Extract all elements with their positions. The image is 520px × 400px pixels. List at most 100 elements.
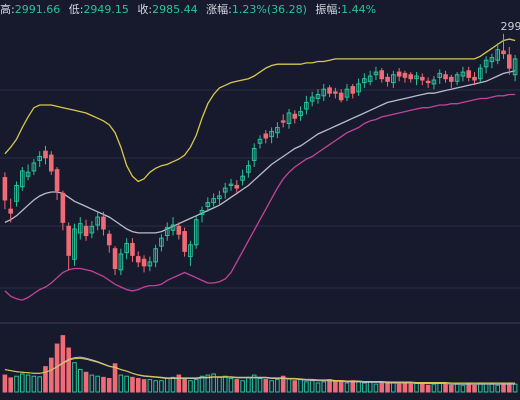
candle	[280, 114, 286, 128]
volume-bar	[269, 380, 274, 393]
volume-bar	[443, 383, 448, 393]
candle-body	[321, 88, 327, 97]
candle-body	[8, 208, 13, 214]
candle-body	[443, 74, 448, 80]
volume-bar	[391, 382, 396, 393]
volume-bar	[454, 383, 460, 393]
volume-bar	[286, 377, 292, 393]
volume-bar	[124, 375, 129, 393]
candle	[37, 151, 42, 167]
candle	[118, 248, 124, 276]
volume-bar	[211, 373, 216, 393]
candle-body	[159, 237, 164, 247]
volume-bar	[159, 380, 164, 393]
candle	[112, 246, 118, 276]
candle-body	[379, 70, 385, 80]
volume-bar	[188, 380, 193, 393]
candle	[205, 197, 211, 212]
candle	[251, 143, 257, 167]
volume-bar	[449, 384, 454, 393]
volume-bar	[101, 376, 106, 393]
volume-bar	[246, 376, 251, 393]
candle	[240, 169, 245, 186]
candle-body	[141, 258, 147, 267]
candle-body	[135, 256, 141, 263]
volume-bar	[170, 376, 176, 393]
volume-bar	[72, 362, 77, 393]
volume-bar	[420, 383, 425, 393]
volume-bars	[2, 335, 518, 393]
candle	[298, 106, 303, 121]
candle-body	[89, 225, 95, 234]
candle-body	[112, 248, 118, 270]
candles	[2, 33, 518, 276]
candle	[182, 227, 187, 257]
candle	[443, 70, 448, 83]
candle-body	[472, 76, 477, 81]
candle-body	[512, 58, 518, 76]
candle-body	[48, 154, 54, 172]
volume-bar	[48, 357, 54, 393]
volume-bar	[257, 377, 263, 393]
candle-body	[449, 76, 454, 82]
candle-body	[101, 216, 106, 230]
band-overlays	[4, 38, 516, 301]
candle	[454, 72, 460, 86]
candle	[414, 72, 419, 86]
volume-bar	[396, 383, 402, 393]
candle-body	[124, 242, 129, 254]
volume-bar	[298, 379, 303, 393]
low-readout: 低:2949.15	[68, 3, 129, 16]
candle-body	[182, 231, 187, 252]
candle	[385, 73, 390, 87]
candle-body	[437, 72, 443, 78]
candle	[193, 215, 199, 249]
candle-body	[333, 91, 338, 94]
candle-body	[106, 233, 112, 246]
candle	[420, 73, 425, 86]
volume-bar	[304, 381, 309, 393]
candle-body	[408, 74, 414, 80]
candle	[153, 244, 158, 268]
volume-bar	[425, 384, 431, 393]
candle-body	[257, 138, 263, 144]
volume-bar	[89, 374, 95, 393]
upper-band-line	[4, 38, 516, 183]
candle-body	[147, 261, 153, 267]
volume-bar	[228, 377, 234, 393]
candle	[269, 127, 274, 144]
volume-bar	[460, 384, 466, 393]
candle	[437, 69, 443, 84]
candle-body	[420, 76, 425, 81]
candle-body	[402, 72, 408, 78]
volume-bar	[130, 376, 135, 393]
candle-body	[211, 198, 216, 204]
volume-bar	[14, 375, 19, 393]
volume-bar	[327, 379, 332, 393]
candle	[19, 167, 25, 191]
candle	[2, 172, 8, 210]
candle	[495, 43, 501, 65]
candle	[83, 219, 89, 241]
candle	[54, 167, 60, 200]
candle	[379, 68, 385, 83]
volume-bar	[95, 375, 100, 393]
candle	[396, 68, 402, 82]
candle-body	[338, 92, 344, 101]
candle-body	[43, 150, 48, 159]
candle	[164, 222, 170, 241]
candle-body	[60, 192, 66, 223]
volume-bar	[205, 374, 211, 393]
candle	[391, 70, 396, 88]
candle-body	[460, 71, 466, 77]
volume-bar	[379, 382, 385, 393]
candle	[234, 180, 240, 194]
candle-body	[72, 228, 77, 260]
candle	[60, 190, 66, 231]
volume-bar	[43, 366, 48, 393]
candle-body	[234, 184, 240, 189]
candle	[101, 211, 106, 236]
volume-bar	[431, 383, 437, 393]
